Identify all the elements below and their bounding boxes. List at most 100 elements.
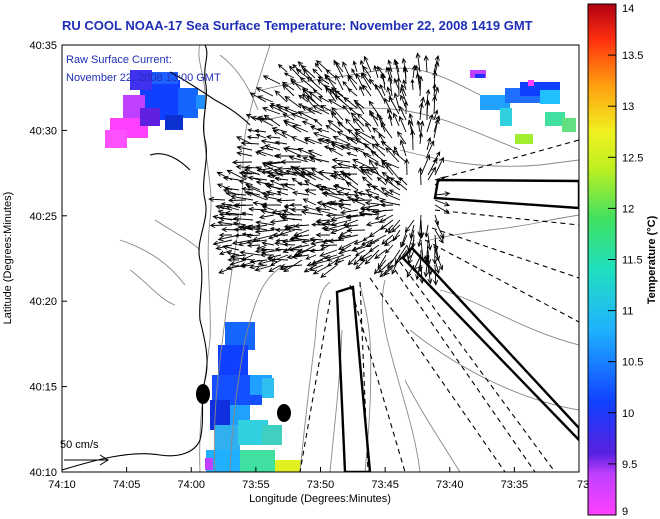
current-vector [275,153,295,159]
current-vector [254,264,275,272]
current-vector [400,94,407,109]
current-vector [347,254,359,266]
current-vector [347,128,358,139]
current-vector [404,158,410,176]
current-vector [426,136,432,151]
current-vector [343,96,358,109]
current-vector [355,259,366,270]
current-vector [351,244,373,252]
current-vector [330,200,352,206]
current-vector [380,72,386,91]
current-vector [249,258,268,264]
current-vector [387,108,393,121]
current-vector [313,118,323,127]
current-vector [337,249,352,255]
current-vector [388,189,401,196]
current-vector [293,223,310,229]
current-vector [371,208,394,214]
current-vector [239,263,254,269]
current-vector [297,181,310,186]
current-vector [352,117,365,133]
current-vector [308,91,323,103]
colorbar-tick-label: 9 [622,506,628,518]
colorbar-tick-label: 13 [622,101,634,113]
current-vector [346,227,366,234]
current-vector [235,136,253,145]
current-vector [360,72,372,91]
current-vector [320,104,337,115]
current-vector [255,133,267,139]
current-vector [269,179,282,186]
current-vector [263,114,281,127]
current-vector [239,250,261,256]
current-vector [365,122,372,133]
current-vector [293,229,310,237]
current-vector [383,178,401,191]
current-vector [258,118,274,127]
current-vector [281,238,303,245]
current-vector [224,210,247,216]
current-vector [427,264,433,285]
current-vector [368,78,379,91]
current-vector [360,168,373,181]
current-vector [247,175,268,181]
current-vector [365,219,387,227]
current-vector [301,238,317,244]
current-vector [395,180,408,191]
current-vector [347,88,358,97]
current-vector [254,229,275,235]
current-vector [318,96,330,103]
current-vector [350,112,365,127]
current-vector [361,176,373,186]
station-2-marker [277,404,291,422]
current-vector [385,163,401,181]
current-vector [267,256,289,262]
x-tick-label: 73:35 [501,479,529,491]
current-vector [339,209,359,215]
current-vector [275,227,288,233]
current-vector [332,135,351,145]
current-vector [283,242,296,247]
colorbar-tick-label: 12.5 [622,152,643,164]
current-vector [380,203,394,208]
current-vector [241,186,254,191]
current-vector [399,87,407,103]
current-vector [432,95,438,115]
current-vector [328,99,344,109]
sst-patch-northwest [105,70,206,148]
current-vector [269,219,289,225]
current-vector [432,69,438,91]
current-vector [289,202,303,208]
current-vector [306,259,324,267]
current-vector [257,95,274,103]
current-vector [226,251,240,256]
current-vector [283,72,295,79]
current-vector [300,171,317,181]
y-axis-label: Latitude (Degrees:Minutes) [2,192,14,325]
current-vector [262,162,282,176]
current-vector [246,243,261,248]
current-vector [319,185,338,196]
current-vector [259,252,274,258]
current-vector [312,105,330,115]
current-vector [391,224,401,233]
current-vector [387,66,393,79]
current-vector [392,112,400,127]
current-vector [247,224,268,231]
chart-title: RU COOL NOAA-17 Sea Surface Temperature:… [62,18,533,33]
current-vector [362,65,372,79]
current-vector [226,169,247,181]
current-vector [306,95,323,109]
current-vector [345,136,358,145]
scale-arrow [64,454,109,466]
current-vector [373,259,387,275]
current-vector [218,232,233,238]
current-vector [396,76,402,97]
current-vector [368,100,379,115]
current-vector [297,248,317,254]
current-vector [373,64,379,79]
current-vector [352,60,358,73]
current-vector [434,249,444,271]
current-vector [333,259,345,265]
current-vector [402,66,409,85]
